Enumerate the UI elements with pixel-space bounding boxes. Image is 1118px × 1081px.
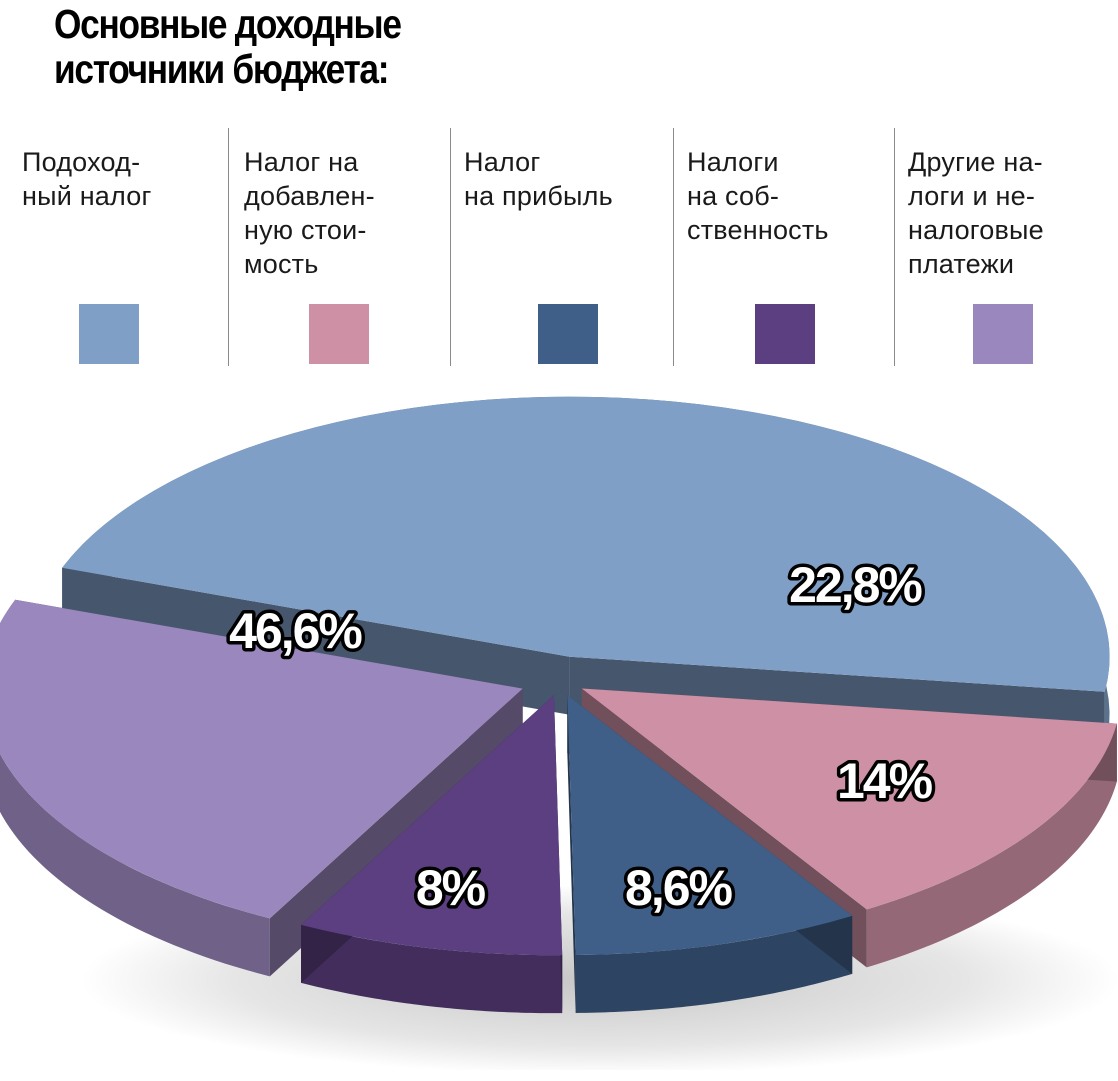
slice-top (62, 396, 1110, 692)
slice-top (581, 688, 1117, 910)
legend-swatch (755, 304, 815, 364)
legend-divider (228, 128, 229, 366)
pie-data-labels: 46,6% 14% 8,6% 8% 22,8% (226, 554, 938, 920)
data-label-income-tax: 46,6% (229, 603, 362, 659)
legend-swatch (538, 304, 598, 364)
slice-top (301, 695, 563, 956)
chart-title: Основные доходные источники бюджета: (54, 1, 402, 92)
legend: Подоход- ный налог Налог на добавлен- ну… (0, 128, 1118, 368)
legend-divider (894, 128, 895, 366)
legend-label: Другие на- логи и не- налоговые платежи (908, 147, 1044, 279)
pie-slice-property-tax (301, 695, 563, 1014)
legend-item-vat: Налог на добавлен- ную стои- мость (232, 128, 447, 366)
pie-slice-profit-tax (567, 694, 853, 1013)
slice-rim (301, 924, 563, 1014)
pie-slices (0, 396, 1117, 1014)
legend-item-other: Другие на- логи и не- налоговые платежи (896, 128, 1116, 366)
data-label-other: 22,8% (789, 557, 922, 613)
pie-chart: 46,6% 14% 8,6% 8% 22,8% (0, 396, 1118, 1070)
slice-rim (0, 599, 270, 977)
legend-label: Подоход- ный налог (22, 147, 152, 211)
legend-label: Налог на прибыль (464, 147, 613, 211)
data-label-profit-tax: 8,6% (625, 860, 733, 916)
legend-swatch (79, 304, 139, 364)
data-label-vat: 14% (837, 753, 933, 809)
legend-divider (450, 128, 451, 366)
slice-top (0, 599, 523, 919)
legend-label: Налоги на соб- ственность (687, 147, 829, 245)
legend-swatch (973, 304, 1033, 364)
legend-item-income-tax: Подоход- ный налог (10, 128, 225, 366)
data-label-property-tax: 8% (416, 860, 486, 916)
legend-swatch (309, 304, 369, 364)
slice-top (567, 694, 853, 955)
legend-item-profit-tax: Налог на прибыль (452, 128, 672, 366)
legend-label: Налог на добавлен- ную стои- мость (244, 147, 375, 279)
legend-item-property-tax: Налоги на соб- ственность (675, 128, 890, 366)
slice-wall (567, 694, 576, 1013)
slice-rim (866, 723, 1117, 968)
slice-rim (575, 915, 853, 1013)
legend-divider (673, 128, 674, 366)
